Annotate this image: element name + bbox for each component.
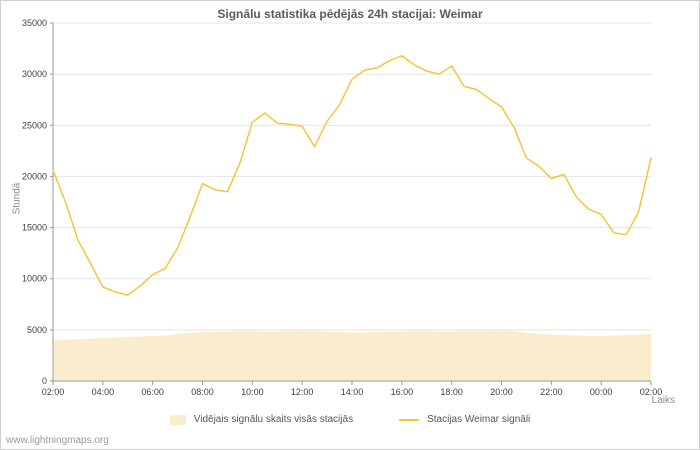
- svg-text:5000: 5000: [27, 325, 47, 335]
- svg-text:15000: 15000: [22, 223, 47, 233]
- svg-text:30000: 30000: [22, 69, 47, 79]
- legend-label-weimar: Stacijas Weimar signāli: [427, 414, 531, 425]
- svg-text:0: 0: [42, 376, 47, 386]
- watermark: www.lightningmaps.org: [6, 435, 109, 446]
- area-swatch: [169, 414, 186, 425]
- svg-text:02:00: 02:00: [42, 387, 65, 397]
- svg-text:08:00: 08:00: [191, 387, 214, 397]
- svg-text:35000: 35000: [22, 18, 47, 28]
- chart-title: Signālu statistika pēdējās 24h stacijai:…: [217, 7, 483, 21]
- legend-item-weimar: Stacijas Weimar signāli: [399, 414, 530, 425]
- svg-text:12:00: 12:00: [291, 387, 314, 397]
- svg-text:25000: 25000: [22, 120, 47, 130]
- svg-text:06:00: 06:00: [141, 387, 164, 397]
- svg-text:10:00: 10:00: [241, 387, 264, 397]
- svg-text:20:00: 20:00: [490, 387, 513, 397]
- svg-text:02:00: 02:00: [640, 387, 663, 397]
- svg-text:16:00: 16:00: [391, 387, 414, 397]
- svg-text:04:00: 04:00: [92, 387, 115, 397]
- legend: Vidējais signālu skaits visās stacijās S…: [1, 414, 699, 425]
- line-swatch: [399, 418, 420, 421]
- x-axis-label: Laiks: [651, 395, 675, 406]
- legend-label-average: Vidējais signālu skaits visās stacijās: [193, 414, 354, 425]
- legend-item-average: Vidējais signālu skaits visās stacijās: [169, 414, 354, 425]
- svg-text:20000: 20000: [22, 171, 47, 181]
- svg-text:18:00: 18:00: [440, 387, 463, 397]
- svg-text:22:00: 22:00: [540, 387, 563, 397]
- svg-text:00:00: 00:00: [590, 387, 613, 397]
- svg-text:10000: 10000: [22, 274, 47, 284]
- plot-area: 0 5000 10000 15000 20000 25000 30000 35000 02:00…: [22, 18, 663, 397]
- svg-text:14:00: 14:00: [341, 387, 364, 397]
